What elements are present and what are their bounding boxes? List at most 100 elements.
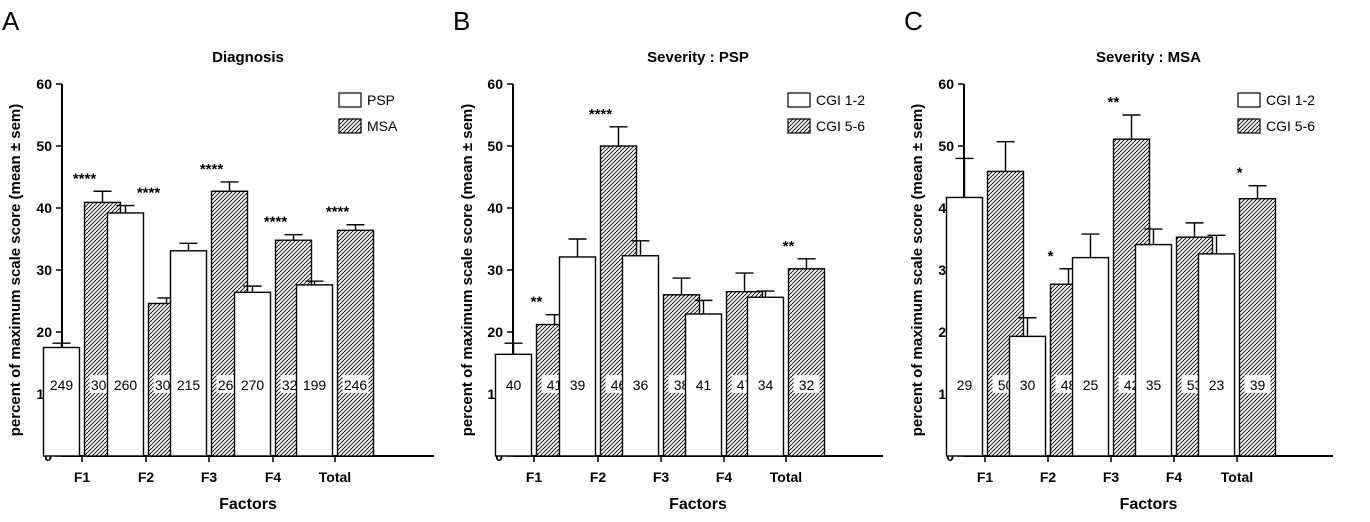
x-tick-label: F4: [716, 469, 733, 485]
chart-title: Diagnosis: [212, 49, 284, 66]
x-tick-label: F1: [74, 469, 91, 485]
x-tick-label: Total: [1221, 469, 1253, 485]
bar-cgi-1-2: [1197, 253, 1236, 457]
sample-size-label: 32: [799, 377, 815, 393]
sample-size-label: 270: [241, 377, 265, 393]
sample-size-label: 23: [1209, 377, 1225, 393]
legend-swatch: [338, 118, 362, 134]
sample-size-label: 41: [547, 377, 563, 393]
legend-swatch: [1237, 92, 1261, 108]
panel-diagnosis: ADiagnosis0102030405060percent of maximu…: [2, 6, 434, 513]
sample-size-label: 39: [570, 377, 586, 393]
significance-marker: ****: [326, 204, 350, 221]
x-tick-label: F2: [1040, 469, 1057, 485]
significance-marker: *: [1048, 248, 1054, 265]
n-label-background: [1244, 375, 1271, 393]
legend-swatch: [787, 118, 811, 134]
bar-cgi-1-2: [1008, 335, 1047, 457]
bar-cgi-1-2: [945, 196, 984, 457]
y-tick-label: 60: [487, 76, 503, 92]
bar-cgi-1-2: [558, 256, 597, 457]
x-tick-label: F3: [201, 469, 218, 485]
legend-label: MSA: [367, 118, 398, 134]
bar-cgi-5-6: [787, 268, 826, 457]
sample-size-label: 41: [696, 377, 712, 393]
legend-swatch: [787, 92, 811, 108]
significance-marker: ****: [137, 185, 161, 202]
bar-msa: [336, 229, 375, 457]
significance-marker: ****: [200, 161, 224, 178]
x-tick-label: F2: [590, 469, 607, 485]
y-tick-label: 30: [36, 262, 52, 278]
bar-psp: [233, 291, 272, 457]
y-tick-label: 50: [938, 138, 954, 154]
panel-letter: A: [2, 6, 20, 36]
sample-size-label: 39: [1250, 377, 1266, 393]
legend-label: PSP: [367, 92, 395, 108]
panel-letter: C: [904, 6, 923, 36]
y-axis-label: percent of maximum scale score (mean ± s…: [909, 104, 926, 437]
significance-marker: ****: [73, 170, 97, 187]
legend-label: CGI 1-2: [816, 92, 865, 108]
significance-marker: ****: [589, 106, 613, 123]
bar-cgi-1-2: [621, 255, 660, 457]
sample-size-label: 260: [114, 377, 138, 393]
x-tick-label: F3: [653, 469, 670, 485]
significance-marker: *: [1237, 165, 1243, 182]
legend-swatch: [1237, 118, 1261, 134]
n-label-background: [793, 375, 820, 393]
sample-size-label: 40: [506, 377, 522, 393]
x-tick-label: F2: [138, 469, 155, 485]
x-tick-label: F1: [526, 469, 543, 485]
y-tick-label: 60: [36, 76, 52, 92]
y-axis-label: percent of maximum scale score (mean ± s…: [7, 104, 24, 437]
x-tick-label: F4: [265, 469, 282, 485]
sample-size-label: 34: [758, 377, 774, 393]
significance-marker: **: [1108, 94, 1120, 111]
legend-label: CGI 5-6: [816, 118, 865, 134]
legend-label: CGI 1-2: [1266, 92, 1315, 108]
bar-psp: [106, 212, 145, 457]
x-tick-label: F4: [1166, 469, 1183, 485]
n-label-background: [342, 375, 369, 393]
x-tick-label: Total: [770, 469, 802, 485]
legend-swatch: [338, 92, 362, 108]
sample-size-label: 25: [1083, 377, 1099, 393]
sample-size-label: 30: [1020, 377, 1036, 393]
sample-size-label: 35: [1146, 377, 1162, 393]
x-axis-label: Factors: [669, 496, 727, 513]
x-tick-label: Total: [319, 469, 351, 485]
bar-psp: [169, 250, 208, 457]
bar-psp: [295, 284, 334, 457]
bar-cgi-1-2: [746, 296, 785, 457]
sample-size-label: 199: [303, 377, 327, 393]
y-tick-label: 30: [487, 262, 503, 278]
y-tick-label: 20: [36, 324, 52, 340]
significance-marker: **: [783, 238, 795, 255]
y-tick-label: 50: [36, 138, 52, 154]
x-axis-label: Factors: [219, 496, 277, 513]
y-tick-label: 20: [487, 324, 503, 340]
bar-cgi-1-2: [1134, 243, 1173, 457]
bar-cgi-1-2: [1071, 256, 1110, 457]
y-tick-label: 50: [487, 138, 503, 154]
sample-size-label: 246: [344, 377, 368, 393]
y-tick-label: 60: [938, 76, 954, 92]
y-tick-label: 40: [36, 200, 52, 216]
chart-title: Severity : MSA: [1096, 49, 1201, 66]
x-tick-label: F3: [1103, 469, 1120, 485]
bar-cgi-5-6: [1238, 197, 1277, 457]
chart-title: Severity : PSP: [647, 49, 749, 66]
significance-marker: ****: [264, 214, 288, 231]
bar-cgi-1-2: [494, 353, 533, 457]
x-tick-label: F1: [977, 469, 994, 485]
sample-size-label: 249: [50, 377, 74, 393]
legend-label: CGI 5-6: [1266, 118, 1315, 134]
significance-marker: **: [531, 294, 543, 311]
sample-size-label: 36: [633, 377, 649, 393]
sample-size-label: 215: [177, 377, 201, 393]
